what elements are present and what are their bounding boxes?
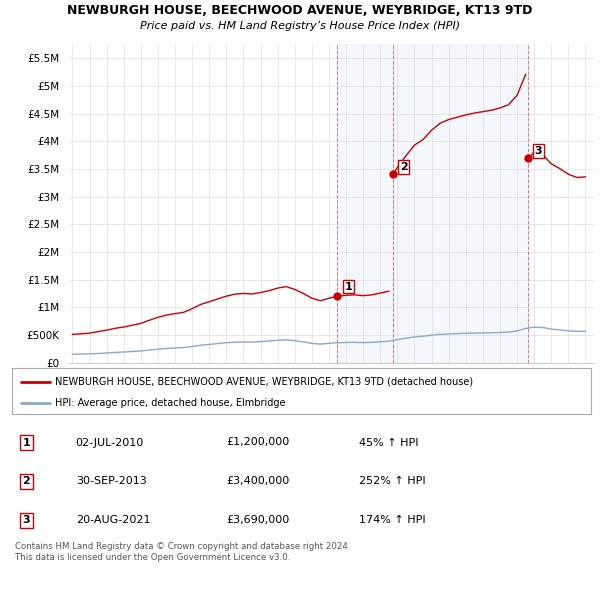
Text: HPI: Average price, detached house, Elmbridge: HPI: Average price, detached house, Elmb… <box>55 398 286 408</box>
Bar <box>393 44 528 363</box>
Text: 174% ↑ HPI: 174% ↑ HPI <box>359 516 426 525</box>
Text: 2: 2 <box>23 477 31 486</box>
Text: Contains HM Land Registry data © Crown copyright and database right 2024.: Contains HM Land Registry data © Crown c… <box>15 542 350 550</box>
Text: 45% ↑ HPI: 45% ↑ HPI <box>359 438 419 447</box>
Text: £1,200,000: £1,200,000 <box>226 438 289 447</box>
Text: 3: 3 <box>23 516 30 525</box>
Text: £3,400,000: £3,400,000 <box>226 477 289 486</box>
Text: 1: 1 <box>23 438 31 447</box>
Text: 30-SEP-2013: 30-SEP-2013 <box>76 477 146 486</box>
Text: 2: 2 <box>400 162 407 172</box>
Text: 02-JUL-2010: 02-JUL-2010 <box>76 438 144 447</box>
Bar <box>337 44 393 363</box>
Text: 20-AUG-2021: 20-AUG-2021 <box>76 516 150 525</box>
Text: NEWBURGH HOUSE, BEECHWOOD AVENUE, WEYBRIDGE, KT13 9TD: NEWBURGH HOUSE, BEECHWOOD AVENUE, WEYBRI… <box>67 4 533 17</box>
Text: 1: 1 <box>344 281 352 291</box>
Text: 252% ↑ HPI: 252% ↑ HPI <box>359 477 426 486</box>
Text: 3: 3 <box>535 146 542 156</box>
Text: This data is licensed under the Open Government Licence v3.0.: This data is licensed under the Open Gov… <box>15 553 290 562</box>
Text: £3,690,000: £3,690,000 <box>226 516 289 525</box>
Text: Price paid vs. HM Land Registry’s House Price Index (HPI): Price paid vs. HM Land Registry’s House … <box>140 21 460 31</box>
Text: NEWBURGH HOUSE, BEECHWOOD AVENUE, WEYBRIDGE, KT13 9TD (detached house): NEWBURGH HOUSE, BEECHWOOD AVENUE, WEYBRI… <box>55 377 473 387</box>
FancyBboxPatch shape <box>12 368 591 414</box>
